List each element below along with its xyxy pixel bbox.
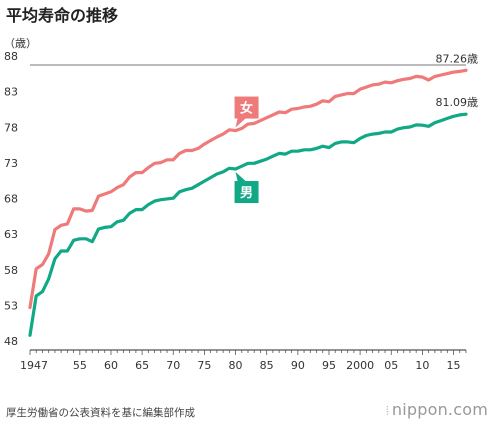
x-tick-label: 80: [229, 359, 243, 372]
callout-pointer: [235, 172, 246, 182]
y-axis-ticks: 48 53 58 63 68 73 78 83 88: [4, 50, 466, 348]
y-tick-label: 88: [4, 50, 18, 63]
brand-mark-icon: ⦙: [386, 404, 389, 418]
x-tick-label: 2000: [346, 359, 374, 372]
y-tick-label: 53: [4, 299, 18, 312]
brand-logo: ⦙ nippon.com: [386, 400, 488, 419]
callout-box: [234, 96, 259, 119]
series-annotations: 女男: [234, 96, 259, 204]
x-tick-label: 1947: [20, 359, 48, 372]
chart-title: 平均寿命の推移: [6, 6, 119, 25]
x-tick-label: 95: [322, 359, 336, 372]
callout-pointer: [235, 118, 246, 128]
series-line-male: [28, 112, 468, 337]
x-tick-label: 70: [166, 359, 180, 372]
y-tick-label: 78: [4, 121, 18, 134]
x-tick-label: 90: [291, 359, 305, 372]
brand-name: nippon.com: [391, 400, 488, 419]
x-tick-label: 65: [135, 359, 149, 372]
series-end-label: 87.26歳: [436, 52, 479, 65]
x-tick-label: 10: [415, 359, 429, 372]
y-unit-label: （歳）: [4, 37, 37, 50]
x-tick-label: 85: [260, 359, 274, 372]
y-tick-label: 73: [4, 157, 18, 170]
y-tick-label: 83: [4, 86, 18, 99]
x-tick-label: 75: [197, 359, 211, 372]
source-note: 厚生労働省の公表資料を基に編集部作成: [6, 407, 195, 419]
callout-label: 女: [240, 101, 253, 117]
series-lines: 87.26歳 81.09歳: [28, 52, 479, 337]
x-tick-label: 55: [73, 359, 87, 372]
y-tick-label: 58: [4, 264, 18, 277]
x-tick-label: 05: [384, 359, 398, 372]
callout-box: [234, 181, 259, 204]
x-tick-label: 15: [447, 359, 461, 372]
y-tick-label: 63: [4, 228, 18, 241]
x-tick-label: 60: [104, 359, 118, 372]
y-tick-label: 48: [4, 335, 18, 348]
series-line-female: [28, 68, 468, 310]
x-axis: 1947 55 60 65 70 75 80 85 90 95 2000 05 10 15: [20, 349, 467, 372]
y-tick-label: 68: [4, 193, 18, 206]
callout-label: 男: [240, 186, 253, 201]
series-end-label: 81.09歳: [436, 96, 479, 109]
